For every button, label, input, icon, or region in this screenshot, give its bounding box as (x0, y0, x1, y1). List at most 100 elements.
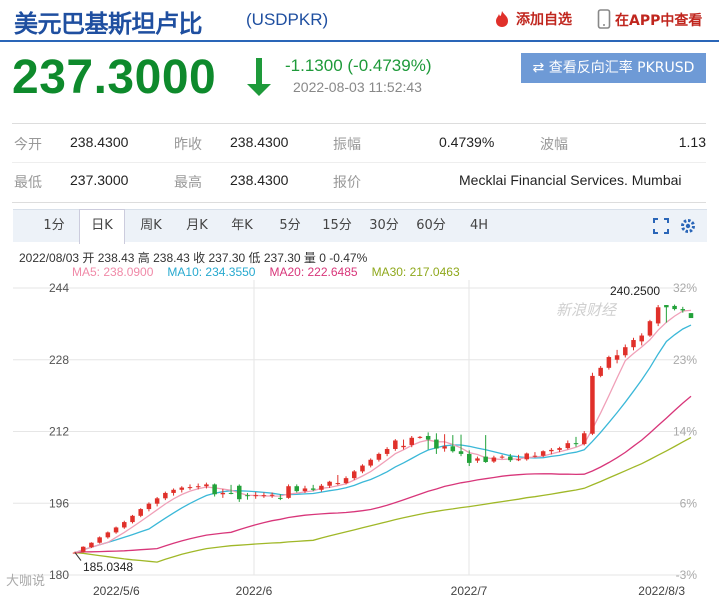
candle-body (195, 486, 201, 488)
candle-body (524, 453, 529, 460)
candle-body (80, 546, 86, 552)
candle-body (442, 446, 447, 449)
candle-body (508, 456, 513, 461)
candle-body (343, 478, 349, 484)
prev-close-label: 昨收 (174, 137, 202, 153)
y-axis-tick: 244 (49, 281, 69, 295)
tab-60min[interactable]: 60分 (416, 218, 446, 233)
open-app-button[interactable]: 在APP中查看 (597, 9, 702, 30)
candle-body (130, 515, 135, 523)
candle-body (310, 488, 316, 490)
candle-body (228, 492, 234, 494)
candle-body (573, 443, 579, 445)
tab-weekly-k[interactable]: 周K (140, 218, 162, 233)
min-pointer (74, 552, 82, 561)
wave-label: 波幅 (540, 137, 568, 153)
tab-1min[interactable]: 1分 (43, 218, 65, 233)
candle-body (425, 435, 431, 440)
candle-body (614, 355, 620, 360)
candle-body (549, 449, 554, 452)
candle-body (204, 484, 209, 487)
candle-body (499, 456, 505, 458)
swap-icon: ⇄ (532, 60, 549, 76)
candle-body (179, 487, 185, 490)
candle-body (401, 445, 406, 448)
candle-body (253, 495, 258, 497)
y-axis-right-tick: 23% (673, 353, 697, 367)
candle-body (557, 448, 562, 450)
tab-daily-k[interactable]: 日K (79, 209, 125, 244)
ma30-legend: MA30: 217.0463 (371, 265, 460, 279)
candle-body (672, 305, 677, 310)
stats-row: 今开 238.4300 昨收 238.4300 振幅 0.4739% 波幅 1.… (12, 124, 706, 163)
y-axis-right-tick: 32% (673, 281, 697, 295)
candle-body (319, 485, 324, 490)
settings-gear-icon[interactable] (679, 217, 697, 235)
tab-yearly-k[interactable]: 年K (231, 218, 253, 233)
quote-source-label: 报价 (333, 175, 361, 191)
stats-row: 最低 237.3000 最高 238.4300 报价 Mecklai Finan… (12, 162, 706, 200)
tab-30min[interactable]: 30分 (369, 218, 399, 233)
quote-source-value: Mecklai Financial Services. Mumbai (459, 172, 682, 188)
candle-body (163, 492, 168, 499)
kline-chart[interactable]: 244 228 212 196 180 32% 23% 14% 6% -3% 2022/5/6 202… (13, 280, 707, 598)
candle-body (466, 453, 472, 463)
y-axis-tick: 180 (49, 568, 69, 582)
candle-body (655, 307, 661, 324)
ma-legend: MA5: 238.0900 MA10: 234.3550 MA20: 222.648… (72, 265, 474, 279)
candle-body (97, 537, 102, 543)
candle-body (565, 443, 571, 449)
candle-body (278, 497, 283, 499)
candle-body (639, 335, 644, 342)
candle-body (664, 305, 669, 308)
candle-body (220, 492, 226, 495)
candle-body (450, 446, 456, 452)
y-axis-tick: 228 (49, 353, 69, 367)
candle-body (590, 375, 595, 434)
candle-body (376, 453, 382, 460)
current-price: 237.3000 (12, 51, 217, 104)
x-axis-tick: 2022/8/3 (638, 584, 685, 598)
candle-body (688, 313, 694, 319)
reverse-rate-button[interactable]: ⇄ 查看反向汇率 PKRUSD (521, 53, 706, 83)
max-price-label: 240.2500 (610, 284, 660, 298)
candle-body (237, 485, 242, 500)
candle-body (171, 489, 176, 493)
high-label: 最高 (174, 175, 202, 191)
tab-4h[interactable]: 4H (469, 218, 489, 233)
candle-body (138, 509, 143, 516)
candle-body (261, 495, 267, 497)
candle-body (483, 456, 488, 462)
ma20-line (74, 395, 692, 554)
candle-body (245, 495, 250, 497)
x-axis-tick: 2022/6 (236, 584, 273, 598)
price-change: -1.1300 (-0.4739%) (285, 56, 432, 75)
period-tabs: 1分 日K 周K 月K 年K 5分 15分 30分 60分 4H (13, 209, 707, 244)
tab-5min[interactable]: 5分 (279, 218, 301, 233)
candle-body (154, 498, 160, 504)
open-app-label: 在APP中查看 (615, 13, 703, 29)
candle-body (581, 433, 587, 445)
quote-time: 2022-08-03 11:52:43 (293, 79, 422, 95)
candle-body (532, 455, 538, 457)
high-value: 238.4300 (230, 172, 289, 188)
ma10-legend: MA10: 234.3550 (167, 265, 256, 279)
tab-15min[interactable]: 15分 (322, 218, 352, 233)
candle-body (327, 481, 332, 486)
candle-body (680, 309, 686, 311)
add-favorite-button[interactable]: 添加自选 (492, 9, 572, 29)
y-axis-tick: 212 (49, 425, 69, 439)
low-value: 237.3000 (70, 172, 129, 188)
ma30-line (74, 437, 692, 563)
min-price-label: 185.0348 (83, 560, 133, 574)
tab-monthly-k[interactable]: 月K (186, 218, 208, 233)
candle-body (187, 487, 193, 489)
header-bar: 美元巴基斯坦卢比 (USDPKR) 添加自选 在APP中查看 (0, 0, 719, 42)
fullscreen-icon[interactable] (653, 218, 669, 234)
flame-icon (496, 11, 508, 27)
candle-body (516, 459, 521, 461)
reverse-rate-label: 查看反向汇率 PKRUSD (548, 60, 695, 76)
add-favorite-label: 添加自选 (516, 12, 572, 28)
candle-body (606, 357, 612, 368)
open-value: 238.4300 (70, 134, 129, 150)
